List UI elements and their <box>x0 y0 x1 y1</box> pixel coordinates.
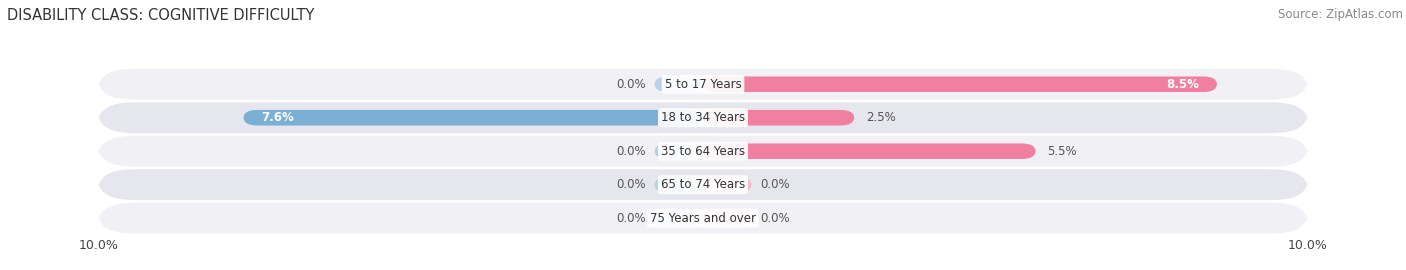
FancyBboxPatch shape <box>655 177 703 193</box>
FancyBboxPatch shape <box>703 110 855 126</box>
Text: 5.5%: 5.5% <box>1047 145 1077 158</box>
Text: 65 to 74 Years: 65 to 74 Years <box>661 178 745 191</box>
Text: 75 Years and over: 75 Years and over <box>650 212 756 225</box>
Text: DISABILITY CLASS: COGNITIVE DIFFICULTY: DISABILITY CLASS: COGNITIVE DIFFICULTY <box>7 8 315 23</box>
FancyBboxPatch shape <box>703 143 1035 159</box>
Text: 0.0%: 0.0% <box>616 145 645 158</box>
Text: Source: ZipAtlas.com: Source: ZipAtlas.com <box>1278 8 1403 21</box>
Text: 2.5%: 2.5% <box>866 111 896 124</box>
Text: 35 to 64 Years: 35 to 64 Years <box>661 145 745 158</box>
Text: 18 to 34 Years: 18 to 34 Years <box>661 111 745 124</box>
Text: 0.0%: 0.0% <box>761 178 790 191</box>
FancyBboxPatch shape <box>655 76 703 92</box>
Text: 8.5%: 8.5% <box>1166 78 1199 91</box>
Text: 0.0%: 0.0% <box>616 78 645 91</box>
FancyBboxPatch shape <box>243 110 703 126</box>
Text: 0.0%: 0.0% <box>616 212 645 225</box>
Text: 7.6%: 7.6% <box>262 111 294 124</box>
FancyBboxPatch shape <box>98 203 1308 234</box>
FancyBboxPatch shape <box>655 210 703 226</box>
FancyBboxPatch shape <box>655 143 703 159</box>
FancyBboxPatch shape <box>98 69 1308 100</box>
FancyBboxPatch shape <box>703 76 1218 92</box>
FancyBboxPatch shape <box>98 169 1308 200</box>
FancyBboxPatch shape <box>703 210 751 226</box>
Text: 0.0%: 0.0% <box>616 178 645 191</box>
FancyBboxPatch shape <box>98 102 1308 133</box>
FancyBboxPatch shape <box>703 177 751 193</box>
Text: 5 to 17 Years: 5 to 17 Years <box>665 78 741 91</box>
FancyBboxPatch shape <box>98 136 1308 167</box>
Text: 0.0%: 0.0% <box>761 212 790 225</box>
